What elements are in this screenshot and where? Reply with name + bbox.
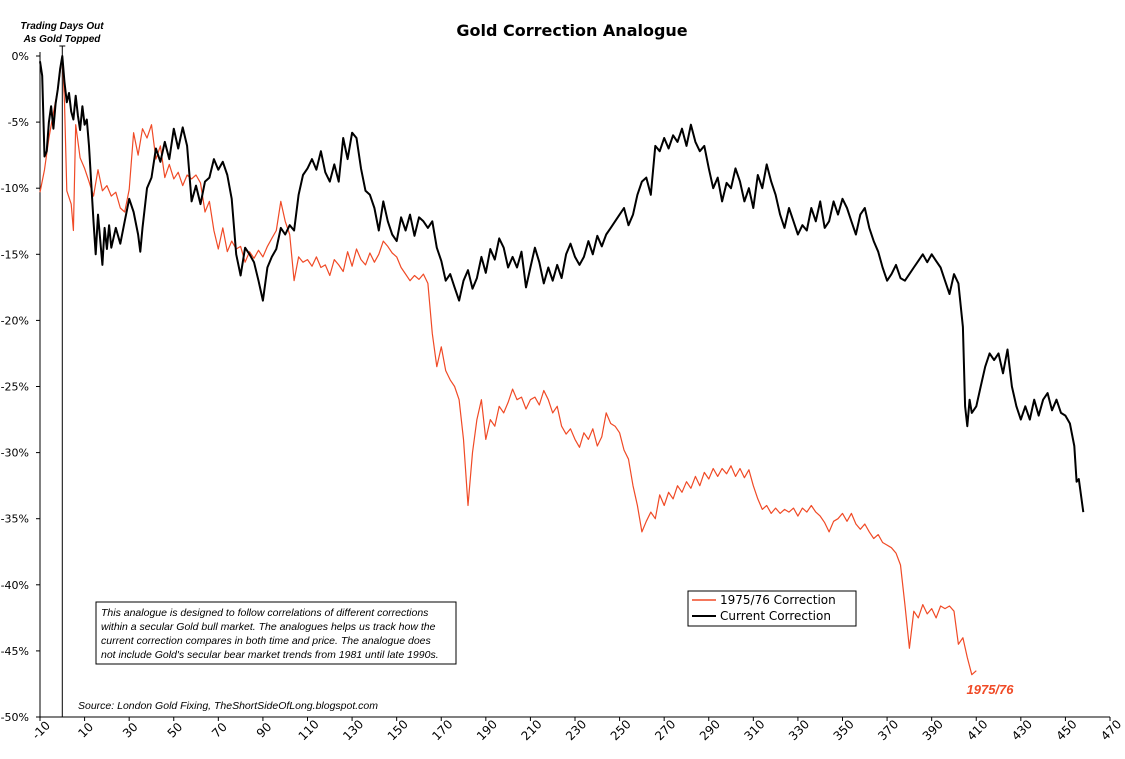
x-tick-label: 410 [964,717,990,743]
y-tick-label: -15% [1,248,29,261]
legend-label-current: Current Correction [720,609,831,623]
x-tick-label: 170 [429,717,455,743]
y-axis-ticks: 0% -5% -10% -15% -20% -25% -30% -35% -40% -45% -50… [1,50,40,724]
x-tick-label: 130 [340,717,366,743]
x-tick-label: 290 [697,717,723,743]
x-tick-label: 310 [741,717,767,743]
annotation-line-1: Trading Days Out [20,21,104,32]
x-tick-label: 430 [1009,717,1035,743]
y-tick-label: -10% [1,182,29,195]
x-tick-label: -10 [29,718,53,742]
chart-title: Gold Correction Analogue [456,21,687,40]
y-tick-label: -20% [1,314,29,327]
y-tick-label: -45% [1,645,29,658]
note-line-3: current correction compares in both time… [101,635,432,647]
x-tick-label: 30 [120,720,141,741]
y-tick-label: -25% [1,381,29,394]
x-tick-label: 390 [920,717,946,743]
y-tick-label: -50% [1,711,29,724]
y-tick-label: 0% [12,50,29,63]
end-label-1975: 1975/76 [967,682,1015,697]
y-tick-label: -40% [1,579,29,592]
peak-marker-line [59,45,66,717]
x-tick-label: 250 [608,717,634,743]
y-tick-label: -5% [8,116,29,129]
x-tick-label: 210 [519,717,545,743]
legend-label-1975: 1975/76 Correction [720,593,836,607]
note-box-border [95,601,457,665]
x-tick-label: 10 [75,720,96,741]
x-tick-label: 90 [254,720,275,741]
x-axis-ticks: -10 10 30 50 70 90 110 130 150 170 190 210 230 250 270… [29,717,1124,743]
x-tick-label: 50 [165,720,186,741]
x-tick-label: 110 [296,717,322,743]
note-line-4: not include Gold's secular bear market t… [101,649,439,661]
x-tick-label: 330 [786,717,812,743]
source-text: Source: London Gold Fixing, TheShortSide… [78,700,378,712]
trading-days-annotation: Trading Days Out As Gold Topped [20,21,104,45]
series-lines [39,55,1085,676]
x-tick-label: 70 [209,720,230,741]
legend-border [687,590,857,627]
y-tick-label: -35% [1,513,29,526]
x-tick-label: 270 [652,717,678,743]
series-line-1975-76 [39,55,977,676]
note-line-2: within a secular Gold bull market. The a… [101,621,436,633]
legend: 1975/76 Correction Current Correction [687,590,857,627]
x-tick-label: 370 [875,717,901,743]
y-tick-label: -30% [1,447,29,460]
x-tick-label: 350 [831,717,857,743]
annotation-line-2: As Gold Topped [23,34,102,45]
series-line-current [39,55,1085,513]
note-line-1: This analogue is designed to follow corr… [101,607,429,619]
x-tick-label: 450 [1054,717,1080,743]
note-box: This analogue is designed to follow corr… [95,601,457,665]
x-tick-label: 230 [563,717,589,743]
x-tick-label: 470 [1098,717,1124,743]
x-tick-label: 150 [385,717,411,743]
x-tick-label: 190 [474,717,500,743]
